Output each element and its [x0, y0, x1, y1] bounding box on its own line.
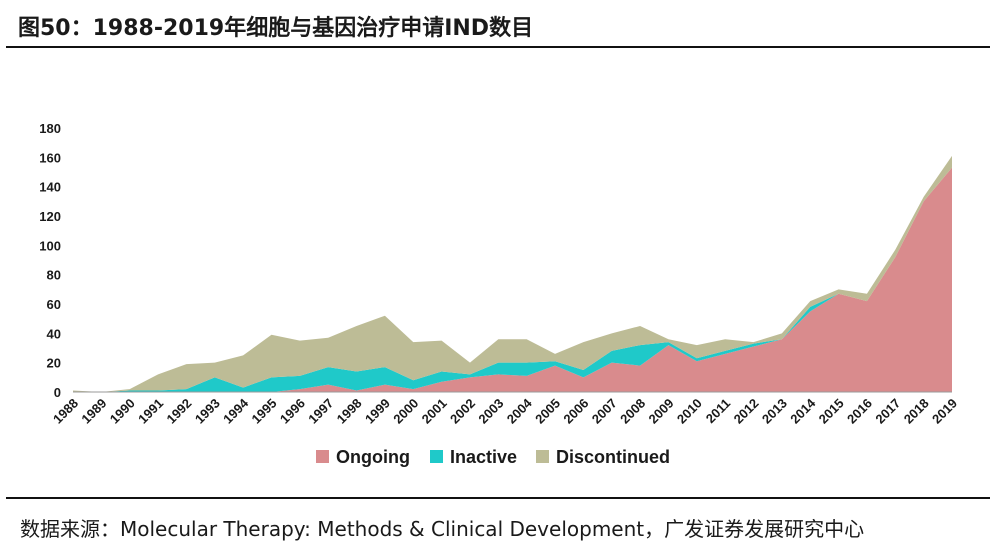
x-tick-label: 2013 — [759, 396, 790, 427]
x-tick-label: 2002 — [447, 396, 478, 427]
x-tick-label: 2005 — [532, 396, 563, 427]
y-axis-ticks: 0 20 40 60 80 100 120 140 160 180 — [39, 121, 61, 400]
source-divider — [6, 497, 990, 499]
x-axis-ticks: 1988198919901991199219931994199519961997… — [50, 395, 960, 427]
y-tick-label: 40 — [47, 326, 61, 341]
x-tick-label: 2008 — [617, 396, 648, 427]
x-tick-label: 2012 — [731, 396, 762, 427]
y-tick-label: 100 — [39, 238, 61, 253]
y-tick-label: 80 — [47, 268, 61, 283]
page-title: 图50：1988-2019年细胞与基因治疗申请IND数目 — [18, 16, 534, 41]
y-tick-label: 120 — [39, 209, 61, 224]
x-tick-label: 1991 — [135, 396, 166, 427]
legend-label-discontinued: Discontinued — [556, 447, 670, 467]
y-tick-label: 140 — [39, 180, 61, 195]
chart-areas — [73, 155, 952, 392]
x-tick-label: 1988 — [50, 396, 81, 427]
y-tick-label: 60 — [47, 297, 61, 312]
x-tick-label: 2010 — [674, 396, 705, 427]
x-tick-label: 1992 — [163, 396, 194, 427]
x-tick-label: 2006 — [560, 396, 591, 427]
x-tick-label: 2001 — [419, 396, 450, 427]
y-tick-label: 180 — [39, 121, 61, 136]
y-tick-label: 160 — [39, 150, 61, 165]
x-tick-label: 2016 — [844, 396, 875, 427]
y-tick-label: 20 — [47, 356, 61, 371]
x-tick-label: 2014 — [787, 395, 819, 427]
legend-swatch-ongoing — [316, 450, 329, 463]
x-tick-label: 2011 — [703, 396, 734, 427]
x-tick-label: 2018 — [901, 396, 932, 427]
legend-swatch-inactive — [430, 450, 443, 463]
x-tick-label: 2007 — [589, 396, 620, 427]
legend-swatch-discontinued — [536, 450, 549, 463]
x-tick-label: 1995 — [249, 396, 280, 427]
x-tick-label: 2009 — [646, 396, 677, 427]
x-tick-label: 1989 — [78, 396, 109, 427]
x-tick-label: 1993 — [192, 396, 223, 427]
x-tick-label: 1997 — [305, 396, 336, 427]
area-series-discontinued — [73, 155, 952, 392]
x-tick-label: 2019 — [929, 396, 960, 427]
legend-label-ongoing: Ongoing — [336, 447, 410, 467]
x-tick-label: 2004 — [504, 395, 536, 427]
x-tick-label: 1999 — [362, 396, 393, 427]
x-tick-label: 1996 — [277, 396, 308, 427]
legend-label-inactive: Inactive — [450, 447, 517, 467]
y-tick-label: 0 — [54, 385, 61, 400]
x-tick-label: 1990 — [107, 396, 138, 427]
x-tick-label: 2000 — [390, 396, 421, 427]
x-tick-label: 1998 — [334, 396, 365, 427]
title-divider — [6, 46, 990, 48]
chart-legend: Ongoing Inactive Discontinued — [316, 447, 670, 467]
source-note: 数据来源：Molecular Therapy: Methods & Clinic… — [20, 517, 865, 541]
x-tick-label: 1994 — [220, 395, 252, 427]
x-tick-label: 2015 — [816, 396, 847, 427]
area-series-ongoing — [73, 167, 952, 392]
x-tick-label: 2003 — [475, 396, 506, 427]
x-tick-label: 2017 — [872, 396, 903, 427]
